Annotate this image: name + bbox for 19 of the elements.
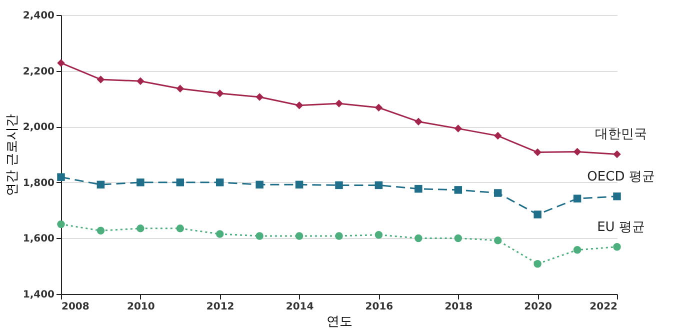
series-label: 대한민국 [595, 127, 647, 142]
y-tick-label: 1,400 [22, 290, 55, 300]
x-axis-title: 연도 [326, 314, 352, 330]
x-tick-label: 2020 [524, 302, 552, 312]
y-tick-label: 2,000 [22, 122, 55, 134]
y-tick-label: 1,800 [22, 178, 55, 189]
y-tick-label: 2,400 [22, 10, 55, 22]
x-tick-label: 2022 [590, 302, 618, 312]
y-tick-label: 2,200 [22, 66, 55, 78]
x-tick-label: 2018 [444, 302, 473, 312]
series-label: OECD 평균 [587, 169, 655, 184]
x-tick-label: 2012 [206, 302, 234, 312]
series-label: EU 평균 [597, 220, 645, 235]
x-tick-label: 2014 [286, 302, 314, 312]
x-tick-label: 2016 [365, 302, 394, 312]
y-axis-title: 연간 근로시간 [4, 114, 20, 196]
y-tick-label: 1,600 [22, 234, 55, 245]
x-tick-label: 2010 [127, 302, 155, 312]
x-tick-label: 2008 [62, 302, 90, 312]
